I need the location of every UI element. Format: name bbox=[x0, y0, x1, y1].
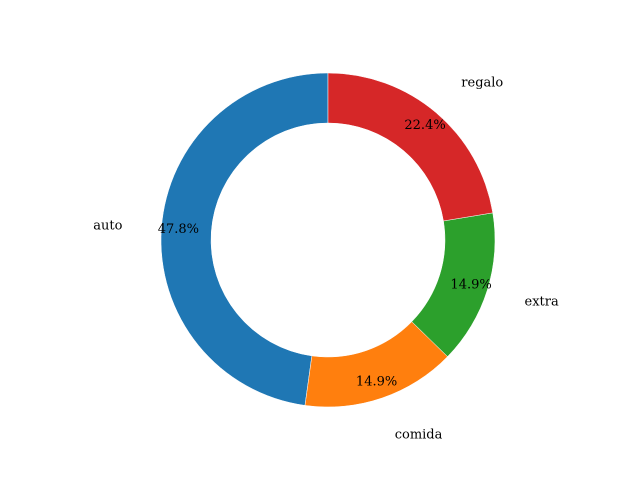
category-label-extra: extra bbox=[525, 294, 559, 309]
category-label-comida: comida bbox=[395, 427, 443, 442]
slice-regalo bbox=[327, 72, 494, 222]
category-label-regalo: regalo bbox=[461, 75, 503, 90]
category-label-auto: auto bbox=[93, 218, 122, 233]
pct-label-auto: 47.8% bbox=[158, 222, 199, 237]
pct-label-regalo: 22.4% bbox=[404, 118, 445, 133]
donut-labels: 47.8% auto 14.9% comida 14.9% extra 22.4% regal… bbox=[93, 75, 559, 442]
pct-label-comida: 14.9% bbox=[356, 374, 397, 389]
donut-slices bbox=[160, 72, 496, 408]
pct-label-extra: 14.9% bbox=[450, 278, 491, 293]
slice-auto bbox=[160, 72, 329, 406]
